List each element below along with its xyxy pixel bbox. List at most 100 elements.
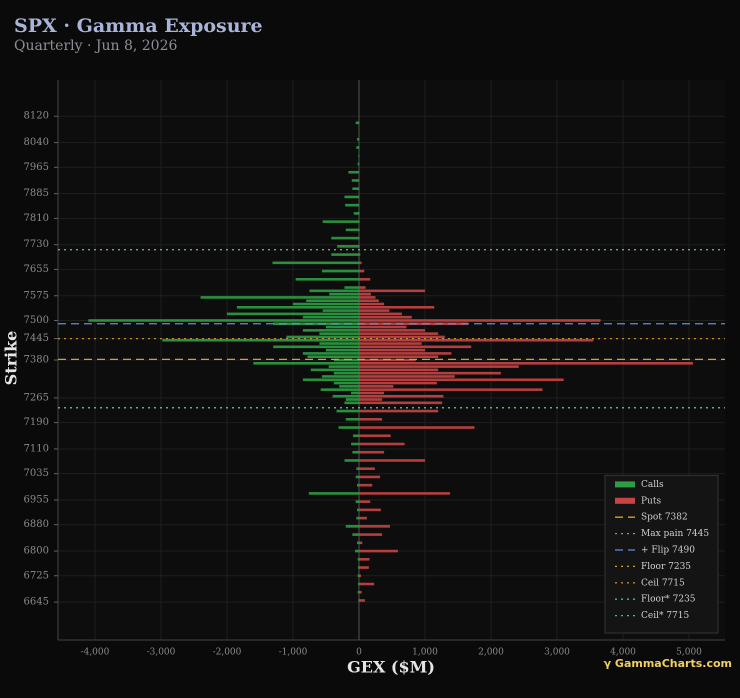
bar (358, 467, 375, 471)
bar (348, 170, 359, 174)
bar (336, 409, 359, 413)
bar (319, 342, 359, 345)
x-tick-label: -2,000 (213, 648, 242, 658)
legend-label: + Flip 7490 (641, 546, 695, 556)
bar (358, 277, 371, 281)
bar (302, 315, 359, 319)
bar (358, 388, 543, 391)
bar (273, 322, 359, 326)
bar (358, 409, 439, 413)
bar (357, 508, 359, 512)
bar (358, 375, 455, 378)
bar (325, 348, 359, 352)
legend-label: Puts (641, 496, 661, 506)
y-tick-label: 6880 (24, 519, 49, 530)
x-tick-label: 3,000 (544, 648, 570, 658)
bar (356, 467, 359, 471)
bar (358, 492, 451, 495)
bar (307, 355, 359, 359)
bar (337, 245, 359, 248)
x-tick-label: 2,000 (478, 648, 504, 658)
bar (358, 371, 501, 375)
bar (236, 305, 359, 309)
bar (352, 450, 359, 454)
bar (328, 365, 359, 368)
bar (358, 582, 375, 586)
bar (357, 557, 359, 561)
bar (358, 434, 391, 438)
bar (358, 315, 412, 319)
bar (355, 500, 359, 503)
bar (358, 426, 475, 429)
bar (358, 394, 444, 398)
bar (345, 203, 359, 207)
bar (358, 599, 359, 602)
bar (344, 401, 359, 405)
bar (358, 312, 402, 316)
bar (345, 228, 359, 232)
bar (331, 236, 359, 240)
bar (344, 286, 359, 289)
bar (355, 121, 359, 125)
bar (358, 228, 360, 232)
bar (302, 378, 359, 382)
bar (345, 525, 359, 528)
bar (358, 269, 365, 273)
x-tick-label: 4,000 (610, 648, 636, 658)
legend-label: Spot 7382 (641, 513, 688, 523)
bar (358, 508, 381, 512)
legend-label: Ceil 7715 (641, 578, 685, 588)
y-tick-label: 7885 (24, 188, 49, 199)
chart-title: SPX · Gamma Exposure (14, 15, 263, 37)
bar (358, 450, 385, 454)
y-tick-label: 7655 (24, 264, 49, 275)
bar (358, 261, 362, 265)
legend-label: Max pain 7445 (641, 529, 709, 539)
bar (358, 401, 443, 405)
bar (358, 398, 383, 401)
x-tick-label: 1,000 (412, 648, 438, 658)
legend-label: Floor 7235 (641, 562, 691, 572)
bar (325, 325, 359, 329)
bar (351, 179, 359, 182)
bar (357, 137, 359, 141)
bar (344, 459, 359, 462)
bar (352, 187, 359, 191)
bar (331, 253, 359, 256)
y-tick-label: 7265 (24, 392, 49, 403)
bar (333, 358, 359, 362)
bar (358, 289, 425, 293)
bar (302, 352, 359, 355)
bar (358, 582, 359, 586)
bar (358, 599, 365, 602)
bar (339, 385, 359, 388)
bar (358, 299, 379, 303)
bar (358, 212, 360, 215)
y-tick-label: 8120 (24, 111, 49, 122)
y-tick-label: 6955 (24, 495, 49, 506)
bar (358, 325, 407, 329)
bar (226, 312, 359, 316)
bar (306, 299, 359, 303)
x-axis-label: GEX ($M) (347, 658, 435, 677)
y-tick-label: 7445 (24, 333, 49, 344)
y-tick-label: 7730 (24, 239, 49, 250)
bar (358, 332, 439, 335)
bar (319, 332, 359, 335)
bar (358, 154, 359, 158)
bar (358, 459, 425, 462)
bar (358, 319, 601, 322)
bar (358, 385, 394, 388)
bar (356, 146, 359, 149)
legend-swatch (615, 481, 635, 488)
y-tick-label: 7035 (24, 468, 49, 479)
bar (351, 442, 359, 446)
bar (358, 335, 445, 339)
bar (353, 212, 359, 215)
bar (357, 590, 359, 594)
bar (358, 253, 361, 256)
bar (356, 516, 359, 520)
bar (358, 348, 425, 352)
y-tick-label: 6800 (24, 546, 49, 557)
